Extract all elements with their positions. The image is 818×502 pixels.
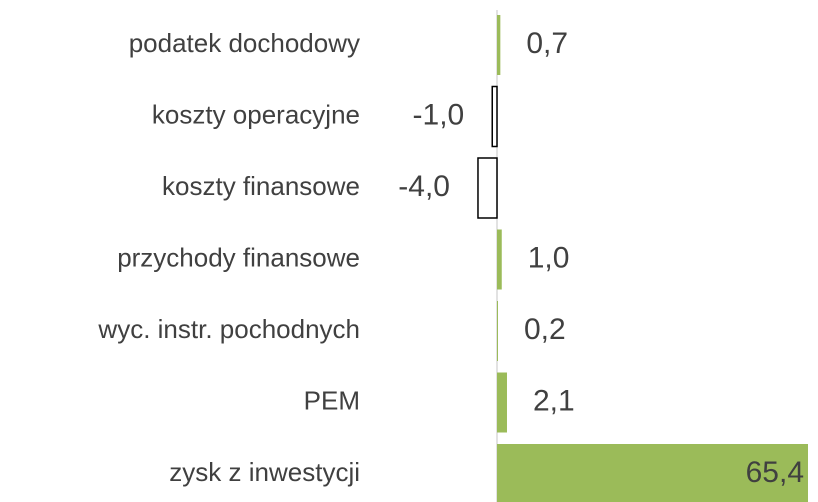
bar bbox=[497, 229, 502, 290]
value-label: 2,1 bbox=[533, 384, 575, 417]
value-label: 0,7 bbox=[526, 27, 568, 60]
value-label: 65,4 bbox=[746, 456, 804, 489]
bar bbox=[497, 444, 808, 502]
category-label: przychody finansowe bbox=[117, 242, 360, 272]
value-label: 0,2 bbox=[524, 313, 566, 346]
category-label: PEM bbox=[304, 385, 360, 415]
bar bbox=[491, 85, 498, 148]
category-label: podatek dochodowy bbox=[129, 28, 360, 58]
value-label: -1,0 bbox=[413, 98, 465, 131]
bar bbox=[497, 15, 501, 75]
value-label: 1,0 bbox=[528, 241, 570, 274]
category-label: wyc. instr. pochodnych bbox=[97, 314, 360, 344]
bar bbox=[497, 301, 498, 361]
category-label: koszty finansowe bbox=[162, 171, 360, 201]
value-label: -4,0 bbox=[398, 170, 450, 203]
category-label: zysk z inwestycji bbox=[169, 457, 360, 487]
bar bbox=[497, 372, 507, 433]
bar bbox=[477, 157, 498, 219]
category-label: koszty operacyjne bbox=[152, 99, 360, 129]
